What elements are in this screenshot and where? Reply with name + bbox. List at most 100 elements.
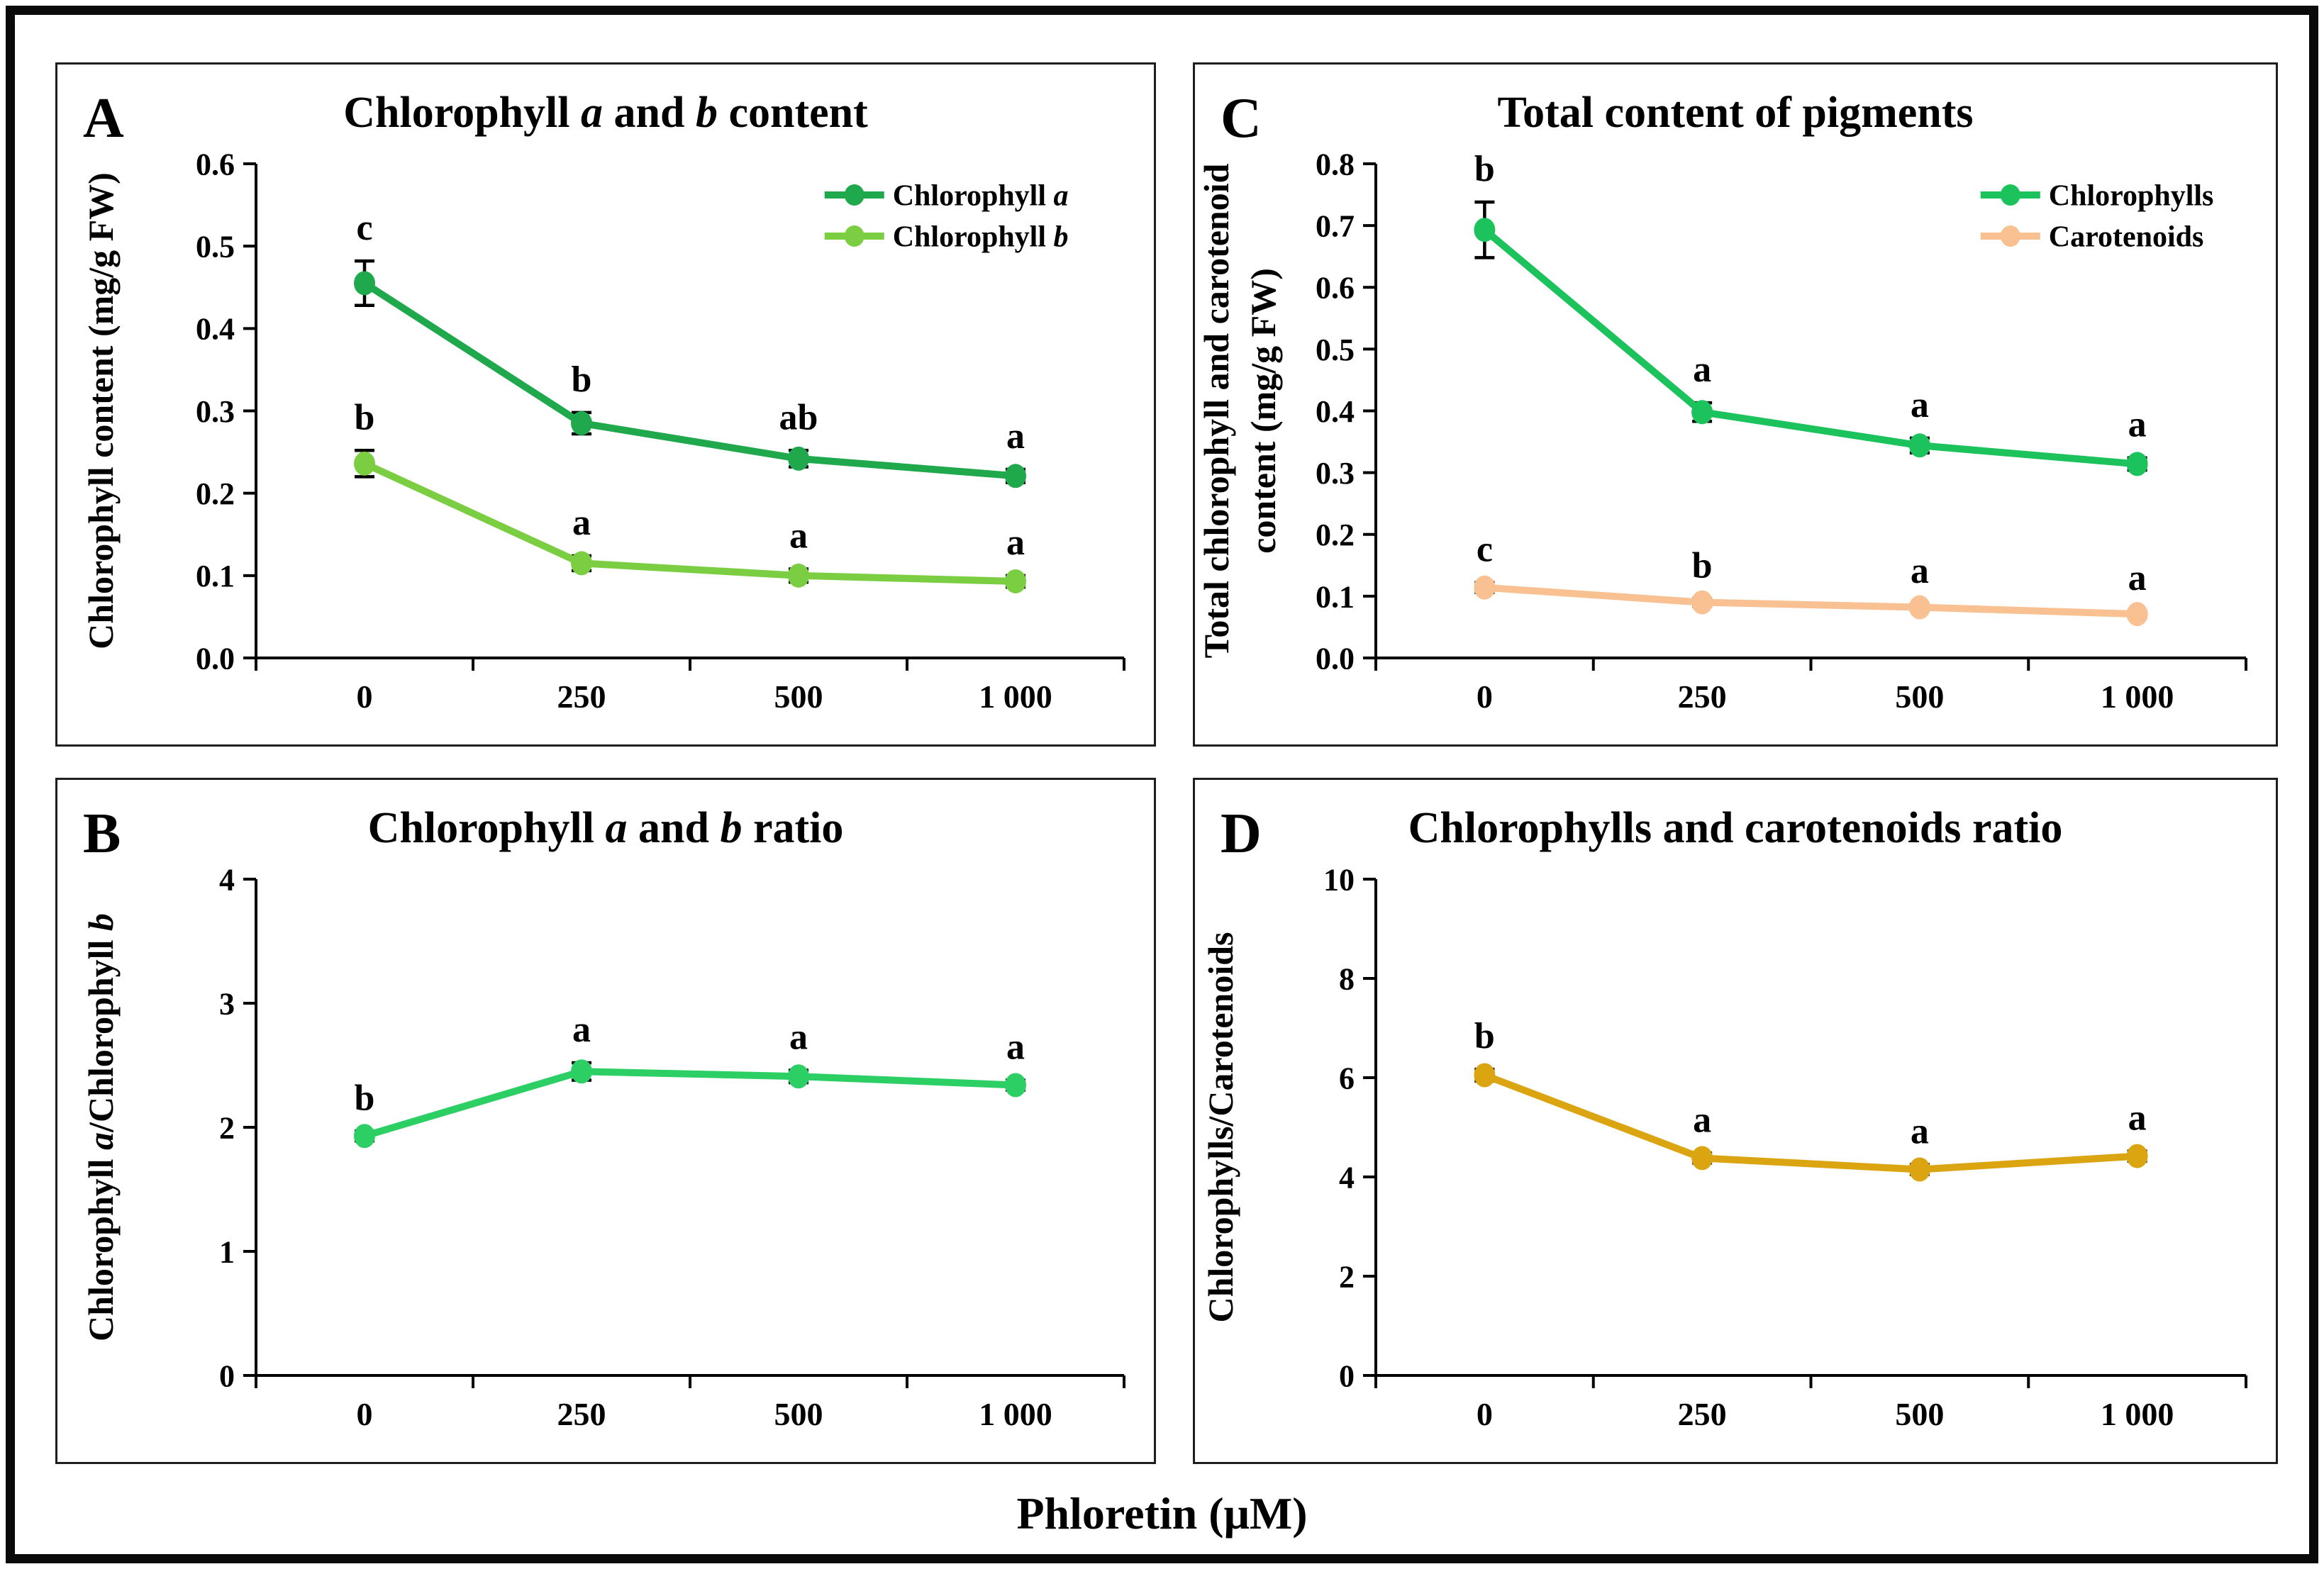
legend-label: Chlorophyll a bbox=[893, 180, 1069, 213]
series-chlorophyll-b bbox=[354, 449, 1026, 593]
panel-title: Total content of pigments bbox=[1497, 89, 1973, 137]
y-tick-label: 3 bbox=[219, 986, 235, 1021]
y-tick-label: 0.4 bbox=[196, 312, 235, 347]
y-tick-label: 10 bbox=[1323, 862, 1355, 897]
panel-title: Chlorophylls and carotenoids ratio bbox=[1408, 804, 2063, 852]
series-chl-car-ratio bbox=[1474, 1063, 2148, 1182]
series-chl-a-b-ratio bbox=[354, 1059, 1026, 1149]
y-tick-label: 1 bbox=[219, 1234, 235, 1269]
y-tick-label: 0.7 bbox=[1316, 209, 1355, 244]
data-point bbox=[1474, 218, 1496, 242]
data-point bbox=[788, 446, 809, 471]
data-point bbox=[1691, 400, 1713, 425]
x-tick-label: 250 bbox=[1678, 1396, 1727, 1432]
data-point bbox=[2126, 452, 2148, 476]
sig-letter: a bbox=[789, 1017, 808, 1058]
sig-letter: b bbox=[1692, 545, 1713, 586]
panel-c: C Total content of pigments 0.0 0.1 0.2 0.3 0.… bbox=[1193, 62, 2278, 747]
data-point bbox=[1474, 1063, 1496, 1088]
panel-d: D Chlorophylls and carotenoids ratio 0 2 4 6 8… bbox=[1193, 778, 2278, 1464]
panel-letter: B bbox=[83, 803, 121, 865]
y-axis-label: Total chlorophyll and carotenoid bbox=[1196, 163, 1236, 658]
data-point bbox=[2126, 602, 2148, 627]
y-tick-label: 0.5 bbox=[196, 230, 235, 264]
data-point bbox=[354, 1124, 375, 1149]
data-point bbox=[1005, 569, 1026, 593]
x-tick-label: 1 000 bbox=[2101, 679, 2174, 715]
x-axis-title: Phloretin (μM) bbox=[1016, 1488, 1308, 1539]
data-point bbox=[1908, 433, 1930, 458]
y-tick-label: 0.4 bbox=[1316, 394, 1355, 429]
x-tick-label: 0 bbox=[1477, 679, 1493, 715]
sig-letter: a bbox=[2128, 1098, 2147, 1139]
sig-letter: a bbox=[1006, 1027, 1025, 1068]
data-point bbox=[2126, 1144, 2148, 1168]
series-line bbox=[361, 279, 1019, 480]
x-tick-label: 500 bbox=[774, 679, 823, 715]
sig-letter: a bbox=[2128, 558, 2147, 598]
x-tick-label: 500 bbox=[1895, 1396, 1944, 1432]
sig-letter: ab bbox=[779, 397, 818, 437]
y-tick-label: 0.6 bbox=[1316, 271, 1355, 306]
data-point bbox=[788, 563, 809, 588]
legend-marker bbox=[844, 225, 864, 247]
data-point bbox=[1005, 464, 1026, 488]
legend-label: Chlorophylls bbox=[2049, 180, 2214, 213]
sig-letter: a bbox=[1911, 1112, 1929, 1152]
x-tick-label: 500 bbox=[774, 1396, 823, 1432]
y-tick-label: 0.3 bbox=[196, 394, 235, 429]
y-tick-label: 6 bbox=[1339, 1061, 1355, 1095]
sig-letter: b bbox=[572, 359, 592, 400]
sig-letter: b bbox=[1474, 1016, 1495, 1056]
sig-letter: a bbox=[1911, 385, 1929, 425]
sig-letter: a bbox=[572, 503, 591, 543]
y-tick-label: 0.2 bbox=[196, 476, 235, 511]
y-tick-label: 0.0 bbox=[1316, 641, 1355, 676]
series-line bbox=[361, 459, 1019, 585]
sig-letter: b bbox=[1474, 149, 1495, 189]
x-tick-label: 250 bbox=[557, 1396, 606, 1432]
sig-letter: a bbox=[2128, 405, 2147, 445]
y-tick-label: 0.0 bbox=[196, 641, 235, 676]
data-point bbox=[354, 271, 375, 296]
sig-letter: b bbox=[355, 397, 375, 437]
chart-b: B Chlorophyll a and b ratio 0 1 2 3 4 0 250 500 1 … bbox=[81, 803, 1125, 1432]
series-chlorophylls bbox=[1474, 200, 2148, 476]
panel-letter: C bbox=[1221, 87, 1262, 150]
series-line bbox=[1481, 226, 2141, 468]
y-tick-label: 0 bbox=[1339, 1358, 1355, 1393]
sig-letter: a bbox=[1693, 1100, 1711, 1140]
legend-entry: Chlorophyll a bbox=[824, 180, 1069, 213]
y-axis-label: Chlorophyll a/Chlorophyll b bbox=[81, 913, 121, 1341]
y-tick-label: 0.1 bbox=[196, 559, 235, 593]
data-point bbox=[571, 551, 592, 576]
x-tick-label: 0 bbox=[1477, 1396, 1493, 1432]
legend-label: Chlorophyll b bbox=[893, 221, 1069, 254]
legend-marker bbox=[2000, 184, 2020, 206]
series-line bbox=[361, 1068, 1019, 1140]
data-point bbox=[1908, 1157, 1930, 1182]
y-tick-label: 0 bbox=[219, 1358, 235, 1393]
sig-letter: a bbox=[572, 1010, 591, 1050]
data-point bbox=[571, 411, 592, 435]
y-tick-label: 0.5 bbox=[1316, 333, 1355, 367]
data-point bbox=[788, 1064, 809, 1089]
series-carotenoids bbox=[1474, 575, 2148, 627]
series-chlorophyll-a bbox=[354, 259, 1026, 488]
sig-letter: a bbox=[1006, 523, 1025, 563]
legend-marker bbox=[844, 184, 864, 206]
y-axis-label: Chlorophyll content (mg/g FW) bbox=[81, 172, 121, 649]
y-tick-label: 4 bbox=[219, 862, 235, 897]
panel-b: B Chlorophyll a and b ratio 0 1 2 3 4 0 250 500 1 … bbox=[55, 778, 1156, 1464]
x-tick-label: 1 000 bbox=[979, 1396, 1052, 1432]
legend-entry: Chlorophylls bbox=[1980, 180, 2214, 213]
sig-letter: a bbox=[1911, 551, 1929, 591]
sig-letter: b bbox=[355, 1078, 375, 1118]
x-tick-label: 1 000 bbox=[979, 679, 1052, 715]
legend-label: Carotenoids bbox=[2049, 221, 2204, 254]
data-point bbox=[1691, 590, 1713, 615]
panel-letter: D bbox=[1221, 803, 1262, 865]
y-axis-label: content (mg/g FW) bbox=[1243, 268, 1283, 554]
x-tick-label: 1 000 bbox=[2101, 1396, 2174, 1432]
